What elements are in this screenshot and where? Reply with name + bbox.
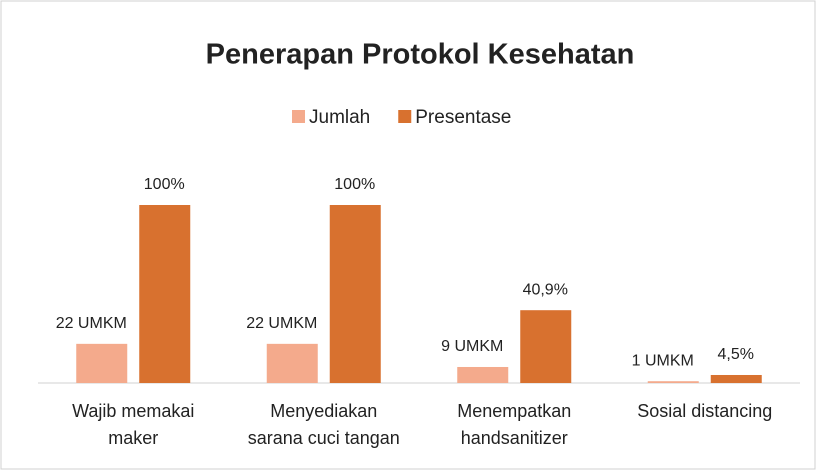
x-tick-label: Wajib memakai maker [72, 401, 194, 448]
data-label: 40,9% [523, 281, 568, 298]
bar [710, 374, 762, 383]
x-tick-label: Menempatkan handsanitizer [457, 401, 571, 448]
legend-label: Presentase [415, 107, 511, 128]
data-label: 100% [334, 176, 375, 193]
data-label: 22 UMKM [246, 315, 317, 332]
bar [76, 343, 128, 383]
legend-label: Jumlah [309, 107, 370, 128]
data-label: 4,5% [718, 346, 754, 363]
chart-title: Penerapan Protokol Kesehatan [206, 39, 635, 71]
x-tick-label: Menyediakan sarana cuci tangan [248, 401, 400, 448]
data-label: 1 UMKM [632, 352, 694, 369]
x-tick-label: Sosial distancing [637, 401, 772, 421]
bar [457, 366, 509, 383]
legend-swatch [398, 110, 412, 123]
bar [647, 381, 699, 383]
legend-swatch [292, 110, 305, 123]
bar [520, 310, 572, 383]
data-label: 100% [144, 176, 185, 193]
data-label: 9 UMKM [441, 338, 503, 355]
bar [139, 205, 191, 383]
bar [329, 205, 381, 383]
bar [266, 343, 318, 383]
data-label: 22 UMKM [56, 315, 127, 332]
